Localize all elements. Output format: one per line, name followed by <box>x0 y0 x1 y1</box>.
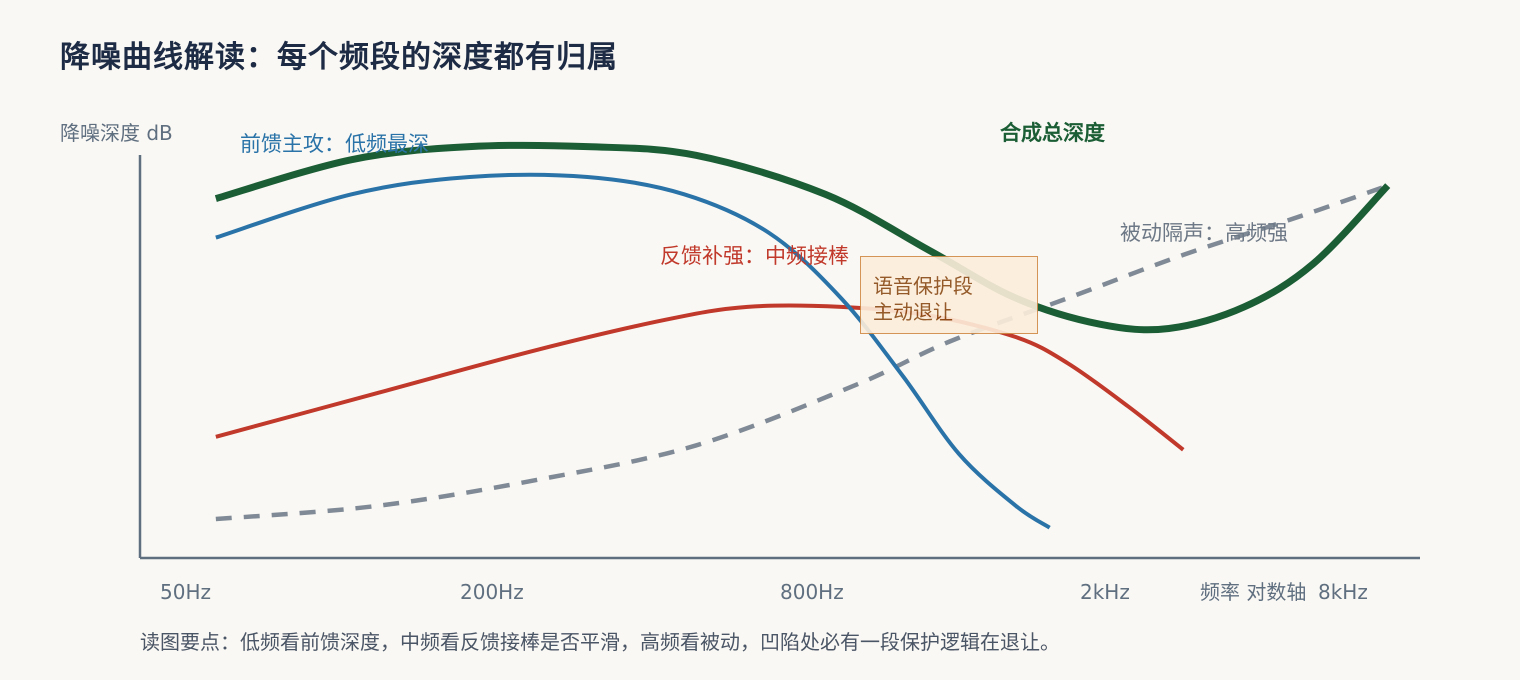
series-total-depth-line <box>214 141 1391 334</box>
x-axis-label: 频率 对数轴 <box>1200 580 1306 604</box>
voice-protection-callout: 语音保护段 主动退让 <box>860 256 1038 334</box>
series-layer <box>214 141 1391 530</box>
x-tick-label: 200Hz <box>460 580 524 604</box>
y-axis-label: 降噪深度 dB <box>60 121 173 145</box>
series-label-total: 合成总深度 <box>1000 121 1105 145</box>
series-label-feedback: 反馈补强：中频接棒 <box>660 244 849 268</box>
series-label-passive: 被动隔声：高频强 <box>1120 221 1288 245</box>
series-feedforward-line <box>215 172 1051 530</box>
reading-note: 读图要点：低频看前馈深度，中频看反馈接棒是否平滑，高频看被动，凹陷处必有一段保护… <box>140 630 1060 654</box>
x-tick-label: 50Hz <box>160 580 211 604</box>
series-label-feedforward: 前馈主攻：低频最深 <box>240 132 429 156</box>
page-title: 降噪曲线解读：每个频段的深度都有归属 <box>60 40 618 75</box>
x-tick-label: 800Hz <box>780 580 844 604</box>
x-tick-label: 8kHz <box>1318 580 1368 604</box>
callout-line-2: 主动退让 <box>873 300 953 324</box>
callout-line-1: 语音保护段 <box>873 274 973 298</box>
x-tick-label: 2kHz <box>1080 580 1130 604</box>
axes: 降噪深度 dB 50Hz 200Hz 800Hz 2kHz 8kHz 频率 对数轴 <box>60 121 1420 604</box>
series-feedback-line <box>215 303 1185 452</box>
series-passive-line <box>215 183 1389 522</box>
